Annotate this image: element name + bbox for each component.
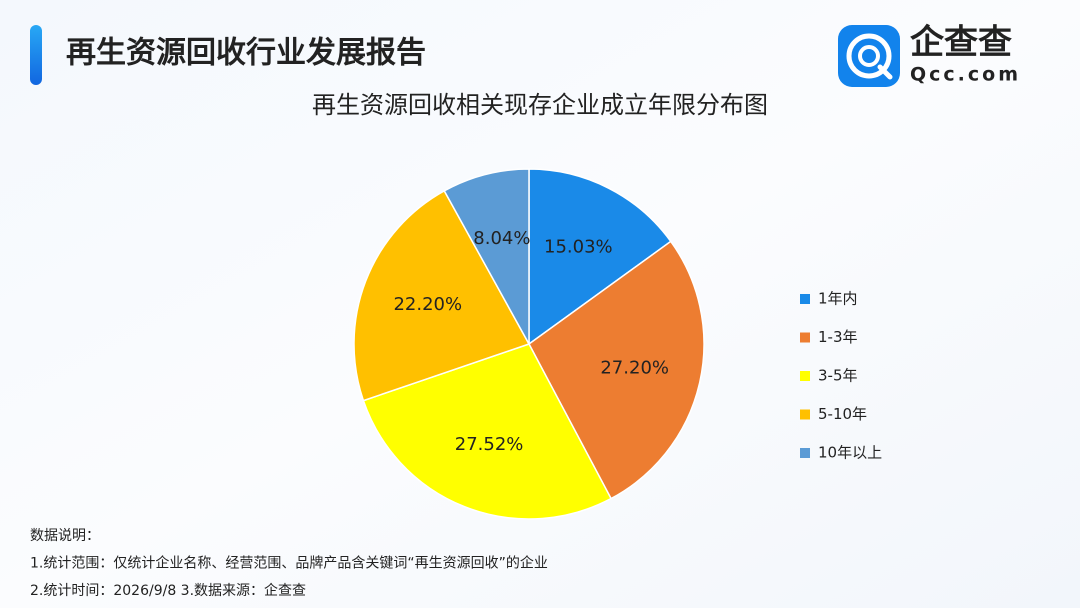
logo: 企查查 Qcc.com (838, 23, 1021, 87)
slice-label: 27.52% (455, 434, 524, 455)
legend-label: 1-3年 (818, 328, 858, 346)
logo-handle (877, 64, 893, 80)
legend-swatch (800, 371, 810, 381)
legend-label: 1年内 (818, 290, 858, 308)
logo-ring (846, 33, 892, 79)
legend-swatch (800, 409, 810, 420)
logo-inner (858, 45, 880, 67)
legend: 1年内 1-3年 3-5年 5-10年 10年以上 (800, 290, 882, 462)
title-accent (30, 25, 42, 85)
report-title: 再生资源回收行业发展报告 (66, 36, 426, 71)
legend-label: 5-10年 (818, 405, 867, 423)
legend-swatch (800, 332, 810, 343)
pie-slice (528, 168, 672, 346)
slice-label: 27.20% (600, 358, 669, 379)
legend-label: 3-5年 (818, 367, 858, 385)
pie: 15.03% 27.20% 27.52% 22.20% 8.04% (353, 168, 705, 520)
pie-slice (528, 240, 705, 500)
note-line: 数据说明： (30, 528, 100, 544)
legend-swatch (800, 294, 810, 304)
logo-domain: Qcc.com (910, 64, 1021, 86)
legend-swatch (800, 448, 810, 458)
slice-label: 15.03% (544, 236, 613, 257)
note-line: 1.统计范围：仅统计企业名称、经营范围、品牌产品含关键词“再生资源回收”的企业 (30, 555, 548, 572)
note-line: 2.统计时间：2026/9/8 3.数据来源：企查查 (30, 582, 306, 599)
chart-title: 再生资源回收相关现存企业成立年限分布图 (312, 91, 768, 119)
notes: 数据说明： 1.统计范围：仅统计企业名称、经营范围、品牌产品含关键词“再生资源回收… (30, 528, 548, 599)
pie-slice (362, 343, 613, 520)
slice-label: 22.20% (393, 294, 462, 315)
pie-slice (443, 168, 530, 345)
logo-name: 企查查 (910, 23, 1012, 63)
pie-slice (353, 189, 531, 402)
slice-label: 8.04% (473, 228, 530, 249)
legend-label: 10年以上 (818, 444, 882, 462)
